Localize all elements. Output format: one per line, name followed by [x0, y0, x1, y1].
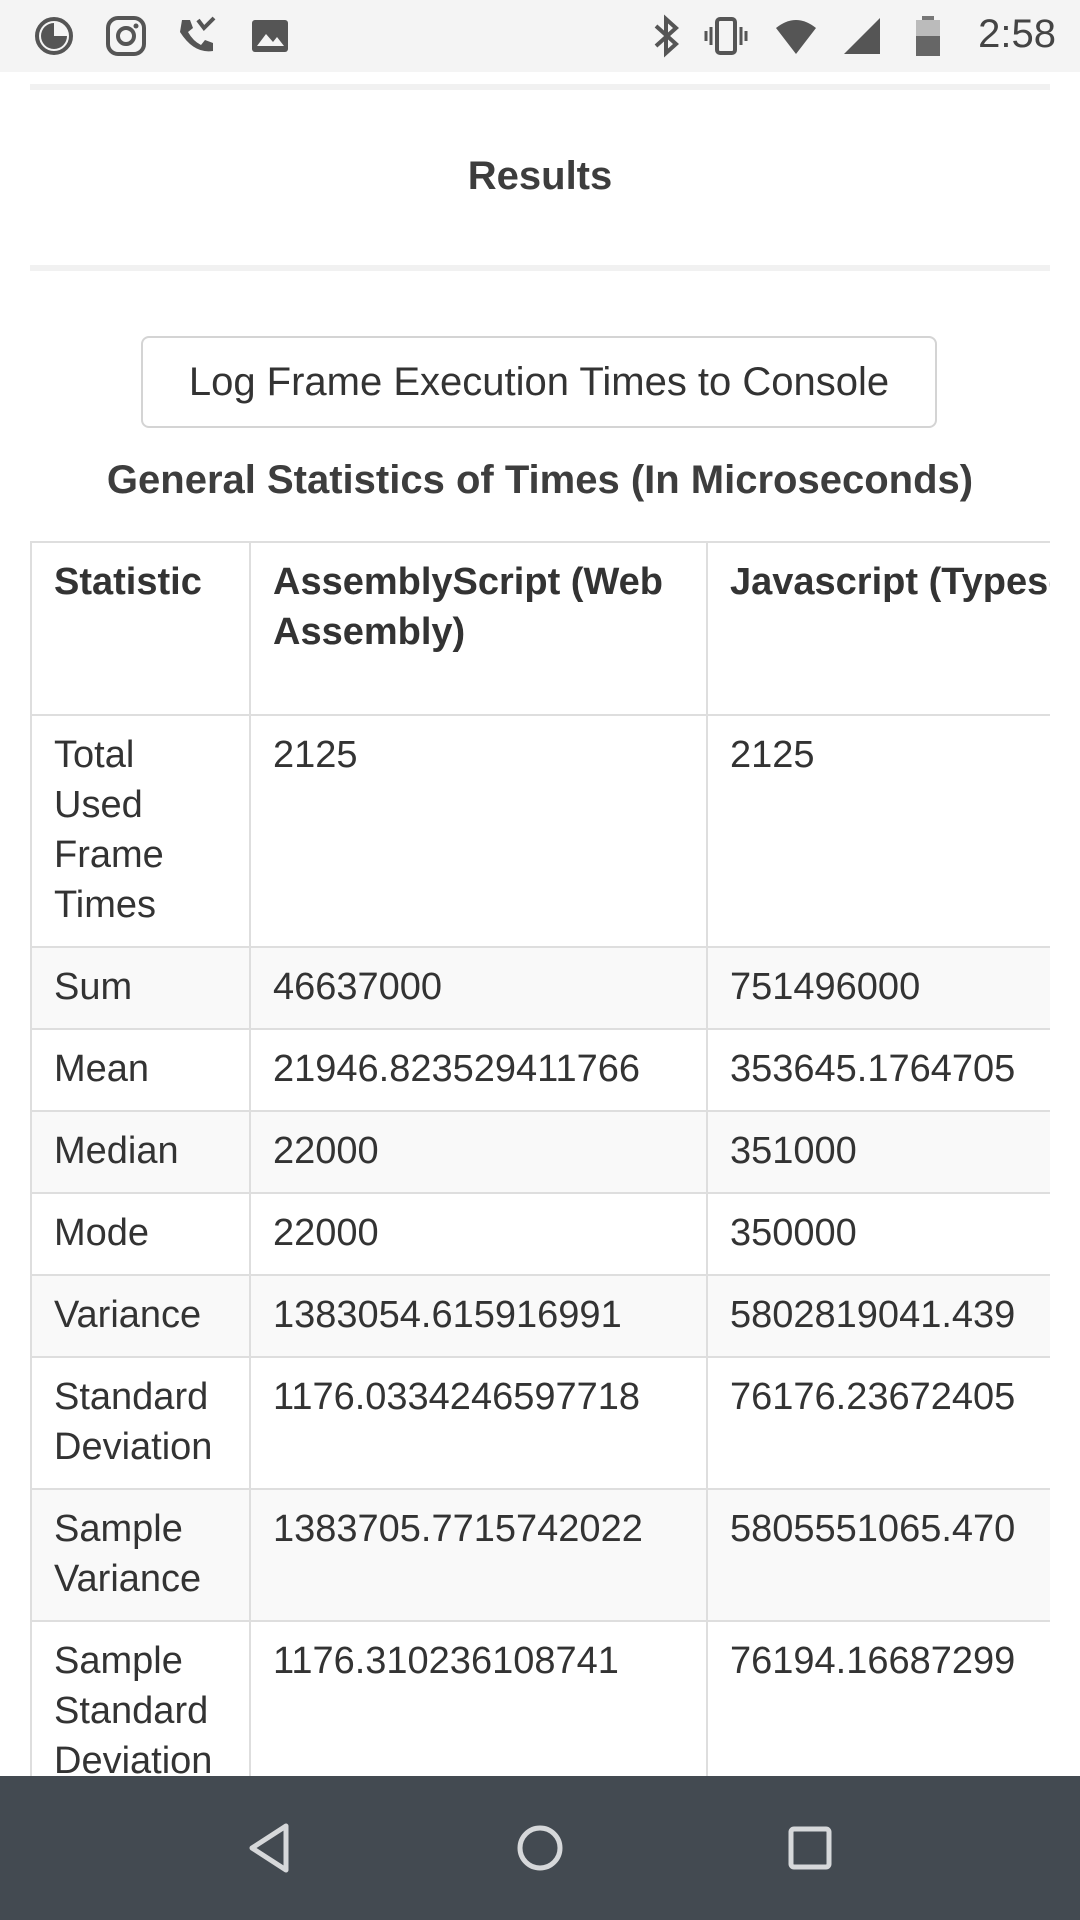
assemblyscript-value: 1383054.615916991 [249, 1274, 708, 1358]
table-row: Mode 22000 350000 [30, 1192, 1050, 1276]
table-row: Sum 46637000 751496000 [30, 946, 1050, 1030]
javascript-value: 5805551065.470 [706, 1488, 1050, 1622]
javascript-value: 76176.23672405 [706, 1356, 1050, 1490]
cell-signal-icon [844, 18, 880, 54]
stats-table: Statistic AssemblyScript (Web Assembly) … [30, 541, 1050, 1776]
instagram-icon [106, 16, 146, 56]
status-bar: 2:58 [0, 0, 1080, 72]
results-title: Results [467, 154, 613, 198]
home-icon[interactable] [510, 1818, 570, 1878]
assemblyscript-value: 46637000 [249, 946, 708, 1030]
assemblyscript-value: 22000 [249, 1192, 708, 1276]
row-label: Variance [30, 1274, 251, 1358]
header-statistic: Statistic [30, 541, 251, 716]
clock: 2:58 [978, 12, 1056, 56]
image-icon [252, 20, 288, 52]
table-row: Sample Standard Deviation 1176.310236108… [30, 1620, 1050, 1776]
javascript-value: 76194.16687299 [706, 1620, 1050, 1776]
back-icon[interactable] [240, 1818, 300, 1878]
stats-table-scroll[interactable]: Statistic AssemblyScript (Web Assembly) … [30, 541, 1050, 1776]
row-label: Sum [30, 946, 251, 1030]
assemblyscript-value: 1176.310236108741 [249, 1620, 708, 1776]
bluetooth-icon [654, 14, 679, 58]
row-label: Total Used Frame Times [30, 714, 251, 948]
row-label: Mean [30, 1028, 251, 1112]
javascript-value: 2125 [706, 714, 1050, 948]
stats-heading: General Statistics of Times (In Microsec… [106, 458, 974, 502]
table-row: Sample Variance 1383705.7715742022 58055… [30, 1488, 1050, 1622]
javascript-value: 351000 [706, 1110, 1050, 1194]
javascript-value: 5802819041.439 [706, 1274, 1050, 1358]
assemblyscript-value: 21946.823529411766 [249, 1028, 708, 1112]
wifi-icon [776, 20, 816, 54]
assemblyscript-value: 22000 [249, 1110, 708, 1194]
table-row: Mean 21946.823529411766 353645.1764705 [30, 1028, 1050, 1112]
missed-call-icon [180, 16, 216, 52]
javascript-value: 751496000 [706, 946, 1050, 1030]
row-label: Sample Variance [30, 1488, 251, 1622]
table-row: Standard Deviation 1176.0334246597718 76… [30, 1356, 1050, 1490]
row-label: Median [30, 1110, 251, 1194]
table-row: Median 22000 351000 [30, 1110, 1050, 1194]
divider [30, 84, 1050, 90]
javascript-value: 350000 [706, 1192, 1050, 1276]
assemblyscript-value: 1176.0334246597718 [249, 1356, 708, 1490]
vibrate-icon [704, 17, 748, 55]
row-label: Mode [30, 1192, 251, 1276]
javascript-value: 353645.1764705 [706, 1028, 1050, 1112]
table-row: Total Used Frame Times 2125 2125 [30, 714, 1050, 948]
table-row: Variance 1383054.615916991 5802819041.43… [30, 1274, 1050, 1358]
data-saver-icon [35, 17, 73, 55]
table-header-row: Statistic AssemblyScript (Web Assembly) … [30, 541, 1050, 716]
results-page: Results Log Frame Execution Times to Con… [0, 72, 1080, 1776]
assemblyscript-value: 1383705.7715742022 [249, 1488, 708, 1622]
header-assemblyscript: AssemblyScript (Web Assembly) [249, 541, 708, 716]
navigation-bar [0, 1776, 1080, 1920]
recents-icon[interactable] [780, 1818, 840, 1878]
header-javascript: Javascript (Typescript) [706, 541, 1050, 716]
divider [30, 265, 1050, 271]
row-label: Standard Deviation [30, 1356, 251, 1490]
log-frame-times-button[interactable]: Log Frame Execution Times to Console [141, 336, 937, 428]
row-label: Sample Standard Deviation [30, 1620, 251, 1776]
assemblyscript-value: 2125 [249, 714, 708, 948]
battery-icon [916, 16, 940, 56]
